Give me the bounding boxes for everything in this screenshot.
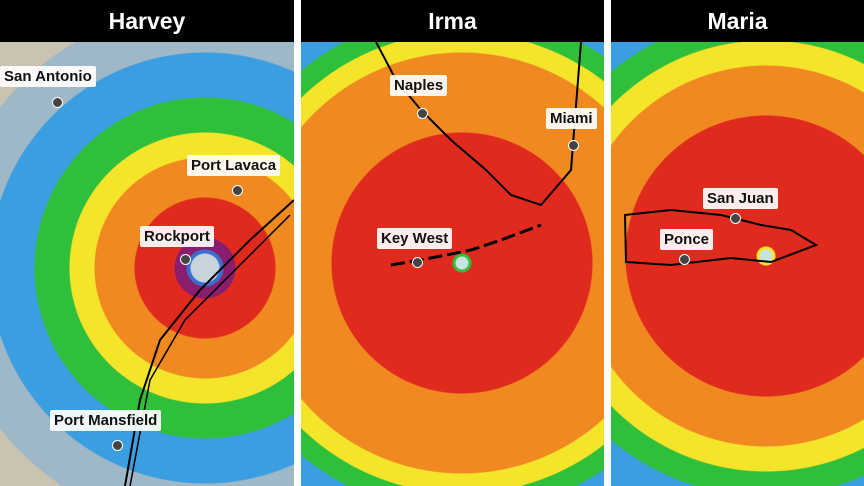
city-label-rockport: Rockport xyxy=(140,226,214,247)
city-marker xyxy=(568,140,579,151)
coastline xyxy=(375,41,582,267)
city-marker xyxy=(180,254,191,265)
city-marker xyxy=(52,97,63,108)
city-label-port-mansfield: Port Mansfield xyxy=(50,410,162,431)
city-label-naples: Naples xyxy=(390,75,448,96)
city-label-key-west: Key West xyxy=(377,228,453,249)
panel-irma: Irma Naples Miami Key West xyxy=(301,0,604,486)
panel-title: Maria xyxy=(611,0,864,42)
city-label-miami: Miami xyxy=(546,108,597,129)
panel-harvey: Harvey San Antonio Port Lavaca Rockport … xyxy=(0,0,294,486)
city-marker xyxy=(679,254,690,265)
city-marker xyxy=(232,185,243,196)
panel-title: Irma xyxy=(301,0,604,42)
city-label-port-lavaca: Port Lavaca xyxy=(187,155,281,176)
city-marker xyxy=(112,440,123,451)
panel-title: Harvey xyxy=(0,0,294,42)
city-label-ponce: Ponce xyxy=(660,229,714,250)
city-marker xyxy=(412,257,423,268)
city-marker xyxy=(417,108,428,119)
coastline xyxy=(623,208,819,267)
city-marker xyxy=(730,213,741,224)
city-label-san-juan: San Juan xyxy=(703,188,778,209)
city-label-san-antonio: San Antonio xyxy=(0,66,96,87)
panel-maria: Maria San Juan Ponce xyxy=(611,0,864,486)
